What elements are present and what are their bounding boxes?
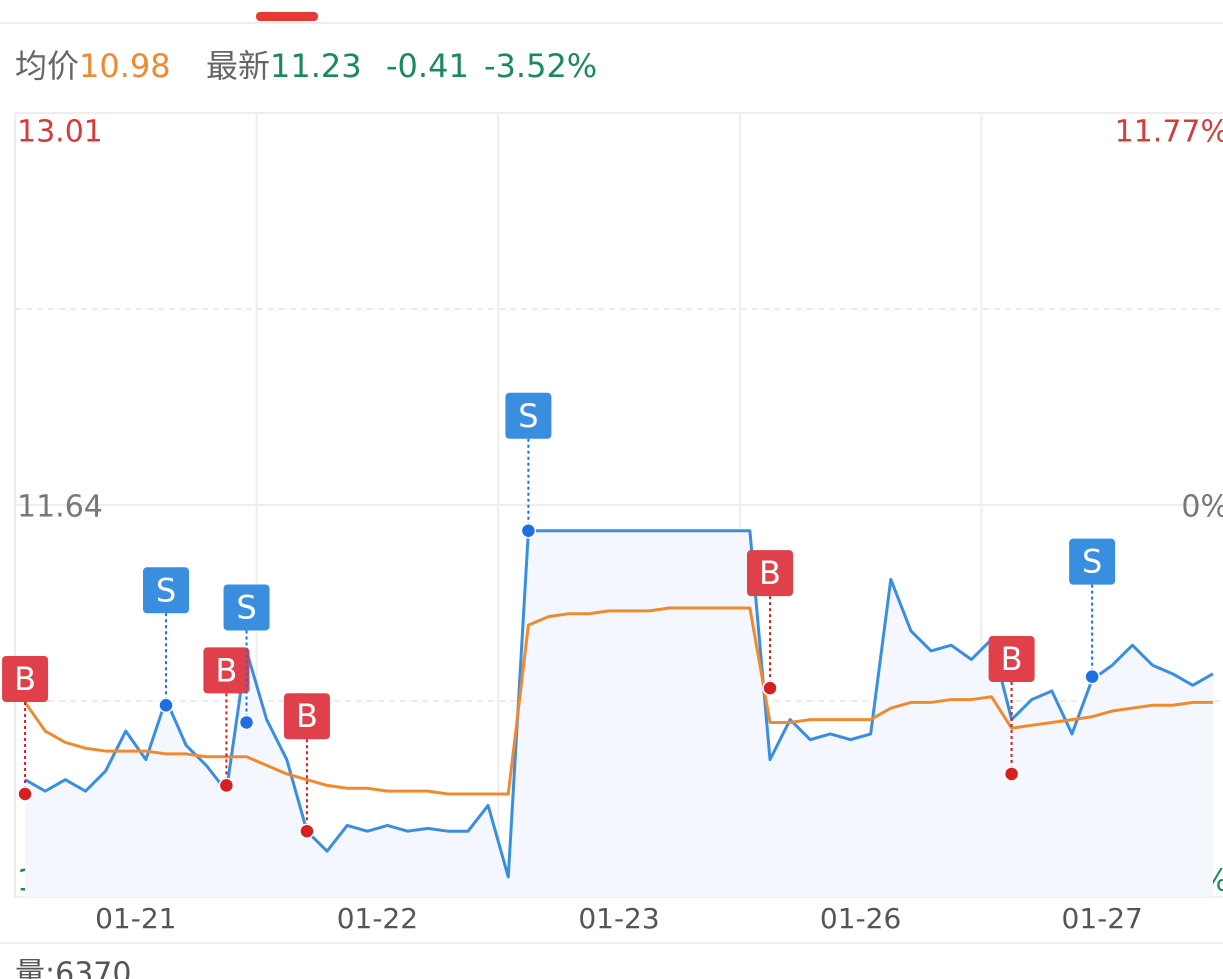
marker-dot (1084, 668, 1100, 685)
series-line (23, 606, 1213, 796)
y-tick-label: 11.64 (17, 490, 103, 525)
marker-box (988, 635, 1035, 682)
marker-dot (17, 786, 33, 802)
marker-dot (218, 777, 235, 794)
marker-box (747, 550, 793, 597)
y2-tick-label: 11.77% (1115, 115, 1223, 150)
price-area (25, 530, 1213, 897)
marker-label: B (759, 554, 781, 592)
marker-label: B (296, 697, 318, 735)
marker-dot (238, 714, 255, 731)
marker-label: B (14, 660, 36, 698)
x-tick-label: 01-23 (578, 902, 659, 935)
marker-dot (299, 823, 315, 839)
tab-indicator (256, 12, 318, 21)
marker-dot (762, 680, 778, 696)
latest-value: 11.23 (270, 47, 362, 85)
marker-label: B (1001, 640, 1023, 678)
marker-box (203, 647, 250, 694)
x-tick-label: 01-22 (337, 902, 418, 935)
y-tick-label: 13.01 (17, 115, 103, 150)
marker-box (223, 584, 270, 631)
change-pct: -3.52% (484, 47, 597, 85)
x-tick-label: 01-21 (95, 902, 176, 935)
marker-dot (158, 697, 174, 714)
change: -0.41 (386, 47, 469, 85)
marker-box (505, 392, 552, 439)
marker-label: S (156, 571, 176, 609)
marker-label: S (518, 397, 538, 435)
marker-dot (1003, 766, 1020, 782)
avg-label: 均价 (15, 47, 79, 85)
header: 均价10.98 最新11.23 -0.41 -3.52% (15, 47, 597, 85)
x-tick-label: 01-26 (820, 902, 901, 935)
marker-box (143, 567, 189, 614)
marker-label: S (236, 588, 256, 626)
x-tick-label: 01-27 (1062, 902, 1143, 935)
volume-label: 量:6370 (15, 957, 131, 979)
avg-value: 10.98 (79, 47, 171, 85)
marker-box (2, 655, 49, 702)
marker-box (283, 693, 330, 740)
marker-dot (520, 523, 537, 539)
marker-box (1069, 538, 1116, 585)
latest-label: 最新 (206, 47, 270, 85)
y2-tick-label: 0% (1181, 490, 1223, 525)
marker-label: S (1082, 543, 1102, 581)
marker-label: B (215, 651, 237, 689)
